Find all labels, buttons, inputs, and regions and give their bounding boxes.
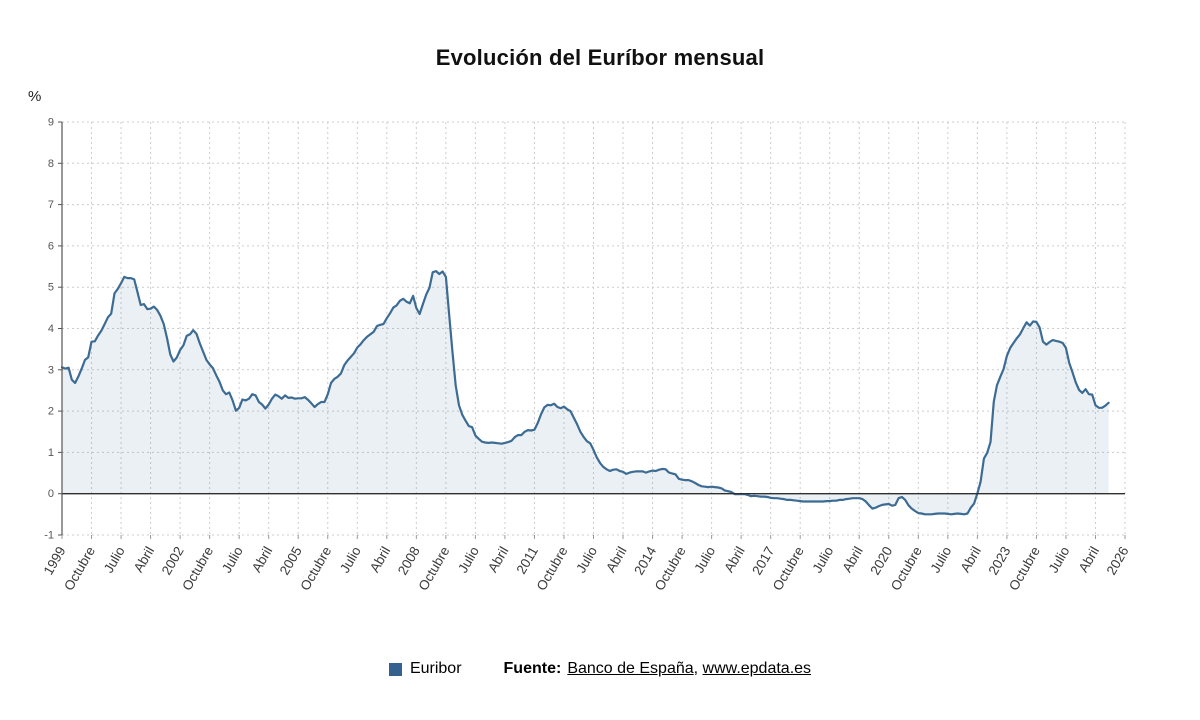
legend-item-euribor: Euribor [388,660,462,678]
legend-label: Euribor [409,660,462,677]
svg-text:Abril: Abril [839,544,865,575]
chart-title: Evolución del Euríbor mensual [435,44,765,70]
svg-text:2005: 2005 [277,544,305,578]
axes [58,121,1126,539]
svg-text:2: 2 [48,406,54,418]
svg-text:Abril: Abril [485,544,511,575]
svg-text:2023: 2023 [985,544,1013,578]
svg-text:Julio: Julio [1046,544,1073,576]
svg-text:0: 0 [48,488,54,500]
svg-text:Abril: Abril [131,544,157,575]
series-area [60,270,1110,516]
svg-text:Abril: Abril [957,544,983,575]
svg-text:Abril: Abril [721,544,747,575]
svg-text:8: 8 [48,158,54,170]
svg-text:Julio: Julio [691,544,718,576]
source-line: Fuente: Banco de España , www.epdata.es [504,660,812,678]
svg-text:5: 5 [48,282,54,294]
svg-text:Abril: Abril [603,544,629,575]
svg-text:7: 7 [48,199,54,211]
svg-text:-1: -1 [44,530,54,542]
euribor-line [60,270,1110,516]
svg-text:Julio: Julio [337,544,364,576]
svg-text:2002: 2002 [159,544,187,578]
svg-text:6: 6 [48,240,54,252]
source-link-banco-de-espana[interactable]: Banco de España [567,660,694,677]
svg-text:2011: 2011 [513,544,541,577]
chart-footer: Euribor Fuente: Banco de España , www.ep… [0,660,1200,678]
svg-text:Julio: Julio [573,544,600,576]
svg-text:Abril: Abril [367,544,393,575]
y-axis-unit-label: % [28,88,42,105]
svg-text:1: 1 [48,447,54,459]
svg-text:Julio: Julio [809,544,836,576]
svg-text:2026: 2026 [1104,544,1132,578]
svg-text:9: 9 [48,117,54,129]
svg-text:Abril: Abril [249,544,275,575]
svg-text:3: 3 [48,364,54,376]
svg-text:Julio: Julio [928,544,955,576]
euribor-area-fill [62,271,1109,515]
svg-text:Julio: Julio [219,544,246,576]
svg-text:2020: 2020 [867,544,895,578]
svg-text:Abril: Abril [1076,544,1102,575]
svg-text:2017: 2017 [749,544,777,578]
source-label: Fuente: [503,660,562,677]
svg-text:4: 4 [48,323,54,335]
source-separator: , [693,660,703,677]
svg-text:2014: 2014 [631,544,659,578]
svg-text:Julio: Julio [455,544,482,576]
svg-text:1999: 1999 [41,544,69,578]
svg-text:2008: 2008 [395,544,423,578]
source-link-epdata[interactable]: www.epdata.es [702,660,812,677]
svg-text:Julio: Julio [101,544,128,576]
legend-swatch [388,662,402,676]
